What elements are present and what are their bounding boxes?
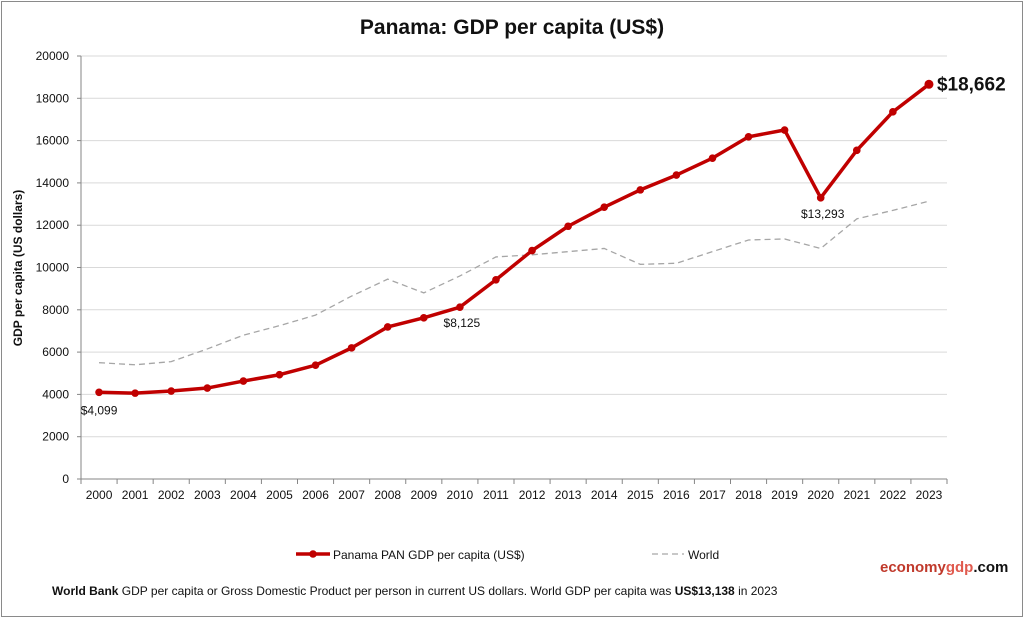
data-point (203, 384, 212, 392)
data-point (636, 186, 645, 194)
x-tick-label: 2019 (771, 488, 798, 502)
data-label: $13,293 (801, 207, 845, 221)
x-tick-label: 2016 (663, 488, 690, 502)
chart-title: Panama: GDP per capita (US$) (360, 16, 664, 39)
brand-logo[interactable]: economygdp.com (880, 559, 1008, 576)
x-tick-label: 2010 (447, 488, 474, 502)
x-tick-label: 2001 (122, 488, 149, 502)
source-label: World Bank (52, 584, 119, 598)
data-point (816, 194, 825, 202)
x-tick-label: 2009 (410, 488, 437, 502)
x-tick-label: 2006 (302, 488, 329, 502)
footer-text: GDP per capita or Gross Domestic Product… (118, 584, 675, 598)
footer-note: World Bank GDP per capita or Gross Domes… (52, 584, 777, 598)
x-tick-label: 2011 (483, 488, 509, 502)
data-point (744, 132, 753, 141)
x-tick-label: 2014 (591, 488, 618, 502)
legend-marker-panama (309, 550, 317, 558)
data-point (239, 377, 248, 385)
x-tick-label: 2003 (194, 488, 221, 502)
x-tick-label: 2013 (555, 488, 582, 502)
brand-part: .com (973, 559, 1009, 576)
x-tick-label: 2002 (158, 488, 185, 502)
data-point (708, 154, 717, 162)
data-point (852, 146, 861, 155)
y-tick-label: 14000 (36, 176, 70, 190)
x-tick-label: 2012 (519, 488, 546, 502)
x-tick-label: 2022 (880, 488, 907, 502)
legend-label-world: World (688, 548, 719, 562)
data-point (383, 323, 392, 331)
data-point (131, 389, 139, 397)
x-tick-label: 2005 (266, 488, 293, 502)
y-tick-label: 20000 (36, 49, 70, 63)
y-tick-label: 16000 (36, 134, 70, 148)
x-tick-label: 2000 (86, 488, 113, 502)
brand-part: economy (880, 559, 946, 576)
data-point (780, 126, 789, 134)
data-point (600, 203, 609, 212)
data-point (672, 171, 681, 179)
x-tick-label: 2021 (843, 488, 870, 502)
data-label: $4,099 (81, 403, 118, 417)
data-point (492, 275, 500, 284)
y-tick-label: 0 (62, 472, 69, 486)
data-point (924, 79, 934, 89)
data-point (95, 388, 103, 397)
x-tick-label: 2008 (374, 488, 401, 502)
series-line-panama (99, 82, 931, 395)
data-point (889, 108, 897, 116)
data-point (275, 370, 284, 379)
footer-text: in 2023 (734, 584, 778, 598)
y-tick-label: 10000 (36, 261, 70, 275)
data-point (311, 361, 320, 370)
world-value: US$13,138 (674, 584, 735, 598)
y-tick-label: 8000 (42, 303, 69, 317)
y-tick-label: 12000 (36, 218, 70, 232)
x-tick-label: 2017 (699, 488, 726, 502)
data-label: $8,125 (444, 316, 481, 330)
series-line-world (99, 200, 930, 366)
legend-label-panama: Panama PAN GDP per capita (US$) (333, 548, 525, 562)
x-tick-label: 2020 (807, 488, 834, 502)
x-tick-label: 2015 (627, 488, 654, 502)
y-tick-label: 2000 (42, 430, 69, 444)
data-point (167, 387, 176, 395)
data-point (528, 246, 536, 255)
y-axis-label: GDP per capita (US dollars) (11, 190, 25, 347)
data-label-latest: $18,662 (937, 74, 1006, 95)
x-tick-label: 2018 (735, 488, 762, 502)
y-tick-label: 6000 (42, 345, 69, 359)
x-tick-label: 2007 (338, 488, 365, 502)
x-tick-label: 2004 (230, 488, 257, 502)
x-tick-label: 2023 (916, 488, 943, 502)
y-tick-label: 18000 (36, 91, 70, 105)
data-point (564, 222, 572, 231)
data-point (419, 314, 428, 322)
data-point (456, 303, 464, 311)
data-point (347, 344, 356, 352)
y-tick-label: 4000 (42, 387, 69, 401)
brand-part: gdp (945, 559, 974, 576)
